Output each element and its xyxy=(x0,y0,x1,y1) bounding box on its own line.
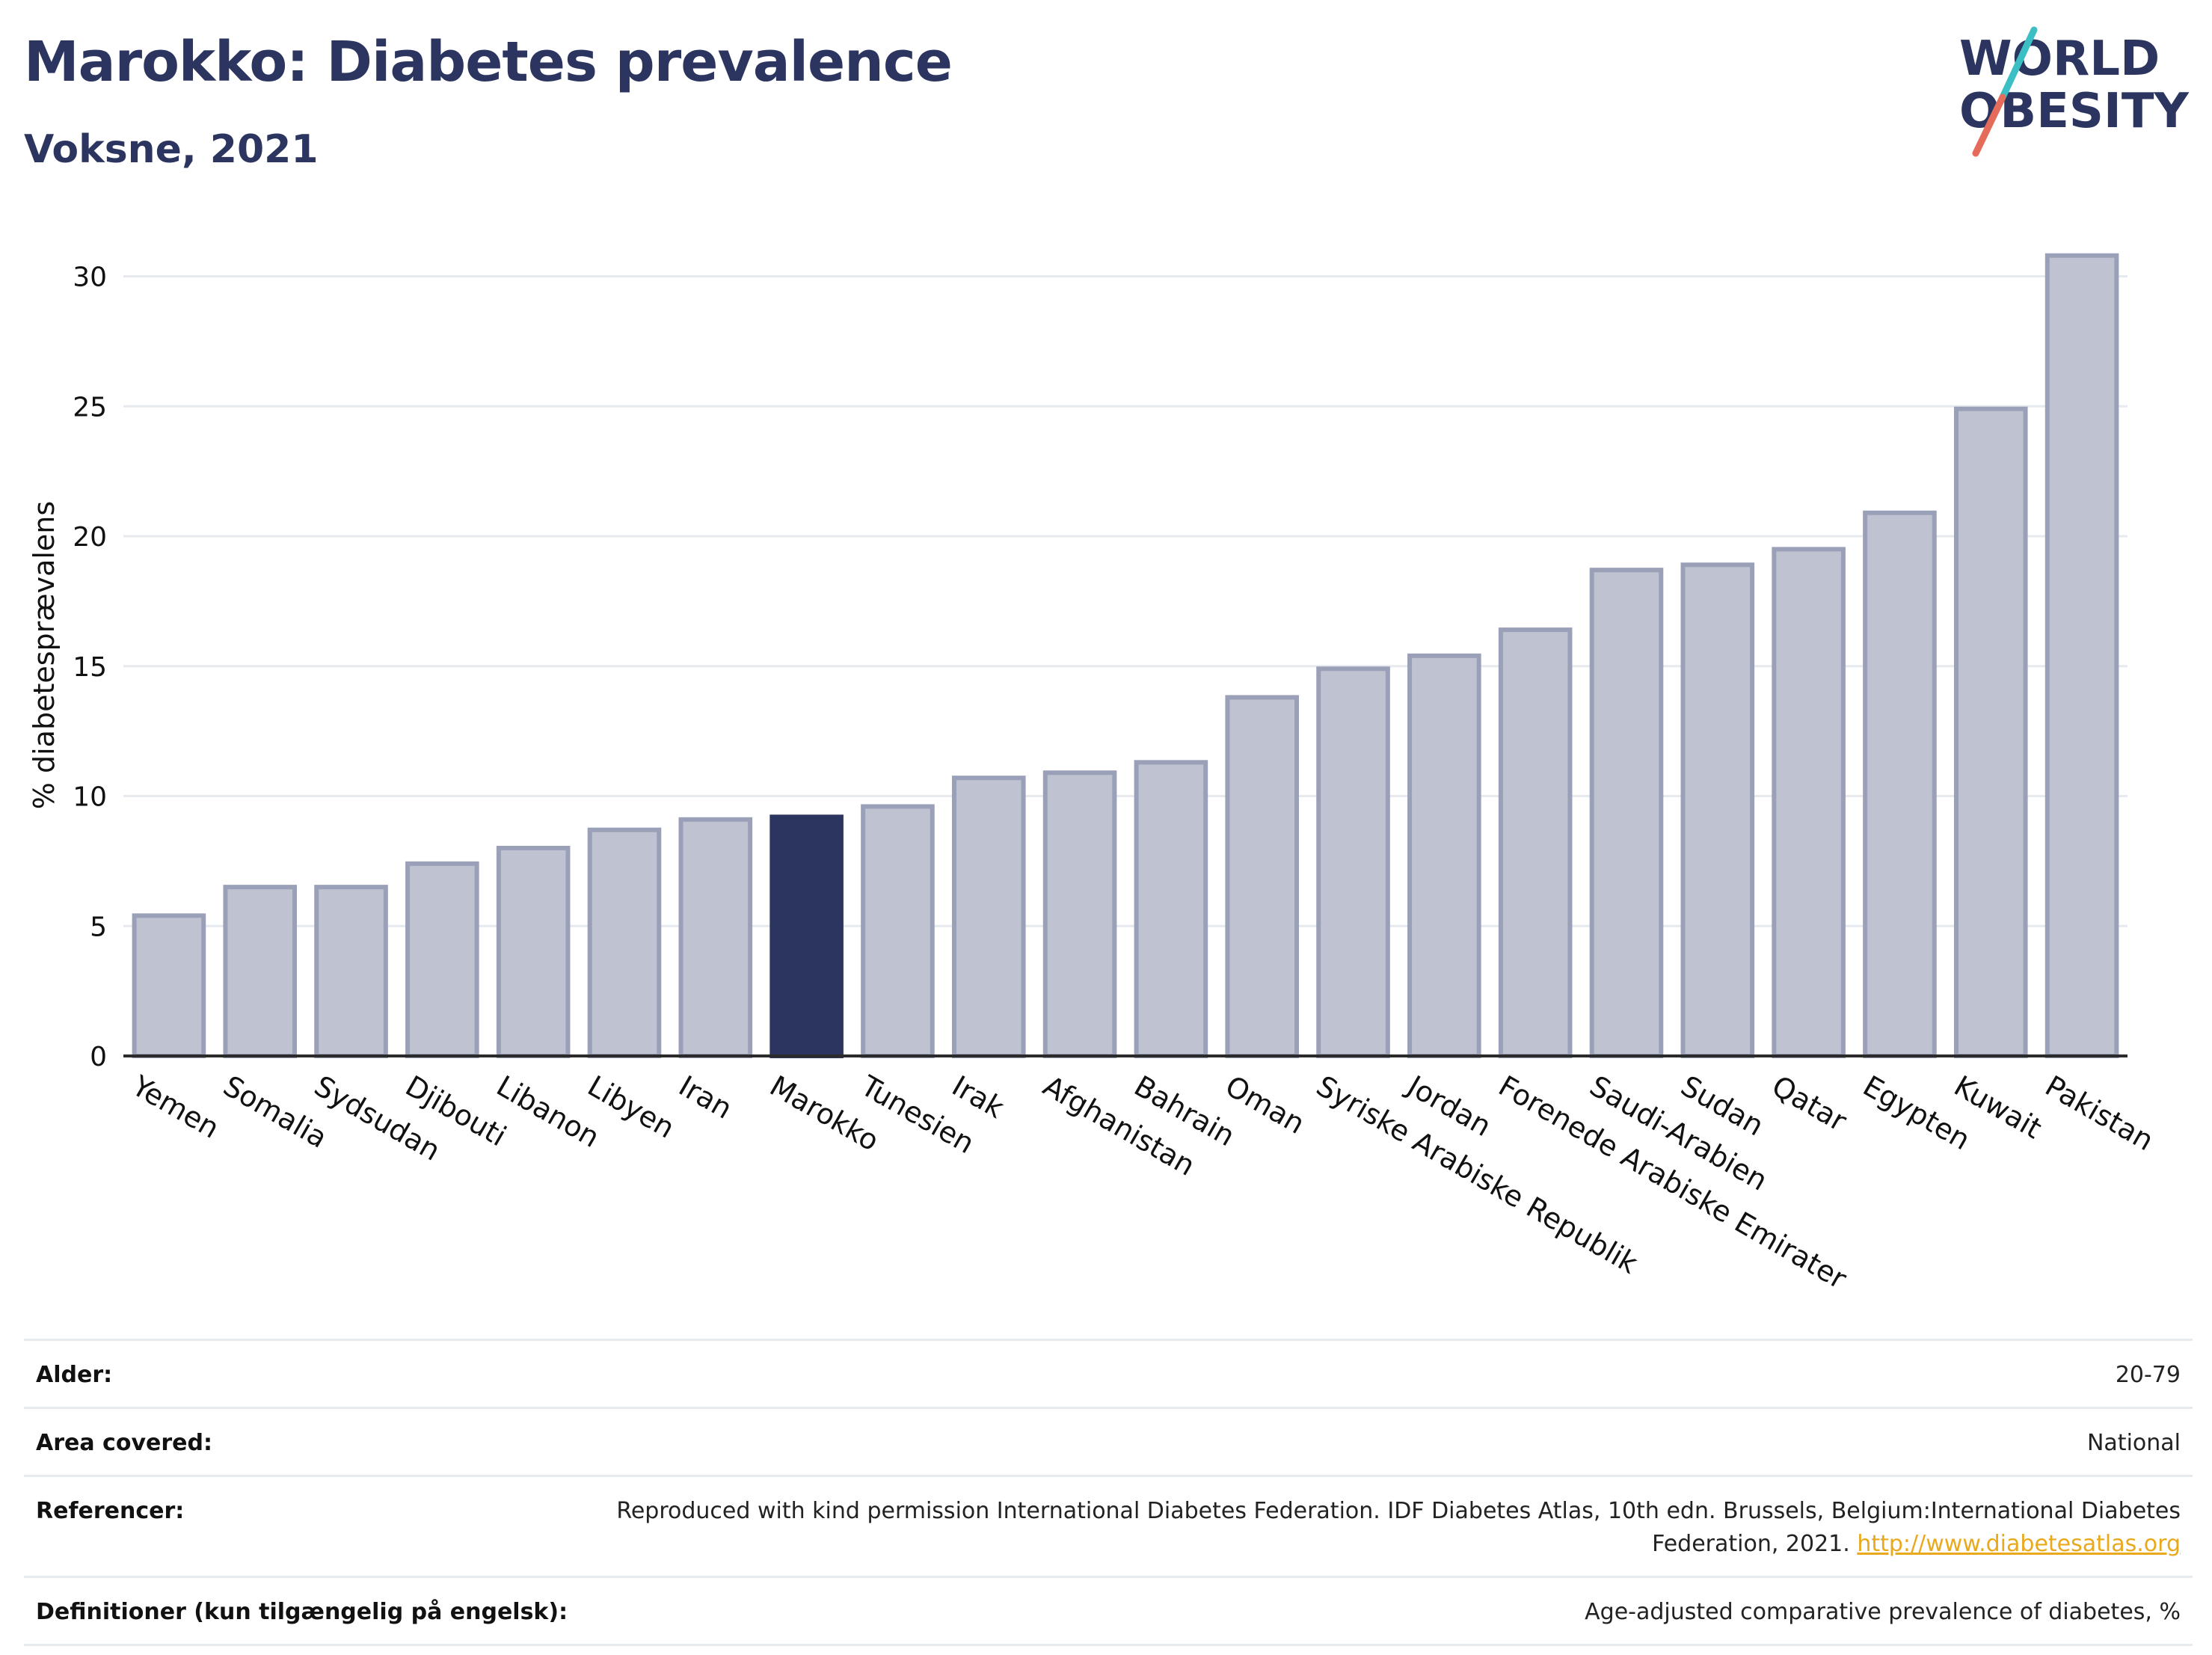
y-axis-label: % diabetesprævalens xyxy=(28,501,61,809)
meta-key: Area covered: xyxy=(36,1430,212,1456)
bar-pakistan xyxy=(2044,253,2119,1059)
bar-djibouti xyxy=(405,861,479,1058)
y-tick-label: 5 xyxy=(90,912,107,942)
meta-value: Age-adjusted comparative prevalence of d… xyxy=(1585,1599,2181,1625)
bar-sydsudan xyxy=(314,885,388,1058)
chart-title: Marokko: Diabetes prevalence xyxy=(24,30,953,94)
bar-saudi-arabien xyxy=(1589,568,1664,1058)
logo-slash-top xyxy=(1999,26,2038,101)
meta-key: Definitioner (kun tilgængelig på engelsk… xyxy=(36,1599,568,1625)
meta-row-references: Referencer: Reproduced with kind permiss… xyxy=(24,1475,2193,1576)
meta-value-references: Reproduced with kind permission Internat… xyxy=(610,1495,2181,1561)
meta-row-age: Alder: 20-79 xyxy=(24,1339,2193,1407)
bar-tunesien xyxy=(861,804,935,1059)
bar-oman xyxy=(1225,695,1300,1058)
meta-value: National xyxy=(2086,1430,2181,1456)
chart-subtitle: Voksne, 2021 xyxy=(24,127,319,172)
bar-forenede-arabiske-emirater xyxy=(1498,627,1573,1058)
logo-slash-bottom xyxy=(1972,93,2006,157)
bar-egypten xyxy=(1863,510,1937,1058)
reference-text: Reproduced with kind permission Internat… xyxy=(616,1498,2181,1557)
y-tick-label: 10 xyxy=(73,782,107,813)
bar-syriske-arabiske-republik xyxy=(1316,666,1390,1058)
x-tick-label: Iran xyxy=(673,1069,737,1126)
bar-afghanistan xyxy=(1042,770,1117,1058)
x-tick-label: Yemen xyxy=(126,1069,225,1145)
bar-yemen xyxy=(132,913,206,1058)
bar-libanon xyxy=(496,846,571,1058)
bar-libyen xyxy=(587,827,662,1059)
y-tick-label: 30 xyxy=(73,262,107,293)
world-obesity-logo: WORLD OBESITY xyxy=(1959,26,2189,157)
bar-chart: 0 5 10 15 20 25 30 % diabetesprævalens YemenSoma… xyxy=(28,253,2160,1295)
meta-key: Referencer: xyxy=(36,1498,185,1524)
x-tick-label: Pakistan xyxy=(2040,1069,2160,1158)
bar-marokko xyxy=(769,814,844,1059)
y-tick-label: 0 xyxy=(90,1042,107,1072)
bar-sudan xyxy=(1680,562,1755,1058)
bar-bahrain xyxy=(1134,760,1208,1058)
x-tick-label: Afghanistan xyxy=(1038,1069,1201,1182)
bar-iran xyxy=(678,817,753,1059)
meta-row-area: Area covered: National xyxy=(24,1407,2193,1475)
bar-jordan xyxy=(1407,653,1481,1058)
bar-somalia xyxy=(223,885,298,1058)
y-tick-label: 15 xyxy=(73,652,107,683)
logo-line1: WORLD xyxy=(1959,31,2160,87)
x-tick-label: Somalia xyxy=(218,1069,333,1155)
meta-key: Alder: xyxy=(36,1362,113,1388)
meta-value: 20-79 xyxy=(2115,1362,2181,1388)
reference-link[interactable]: http://www.diabetesatlas.org xyxy=(1857,1531,2181,1557)
bar-qatar xyxy=(1772,547,1846,1058)
y-tick-label: 20 xyxy=(73,522,107,553)
bar-kuwait xyxy=(1953,406,2028,1058)
x-tick-label: Qatar xyxy=(1766,1069,1852,1138)
metadata-table: Alder: 20-79 Area covered: National Refe… xyxy=(24,1339,2193,1646)
x-tick-label: Libanon xyxy=(491,1069,605,1154)
x-tick-label: Irak xyxy=(947,1069,1010,1125)
y-tick-label: 25 xyxy=(73,392,107,423)
bar-irak xyxy=(951,776,1026,1059)
meta-row-definitions: Definitioner (kun tilgængelig på engelsk… xyxy=(24,1576,2193,1646)
